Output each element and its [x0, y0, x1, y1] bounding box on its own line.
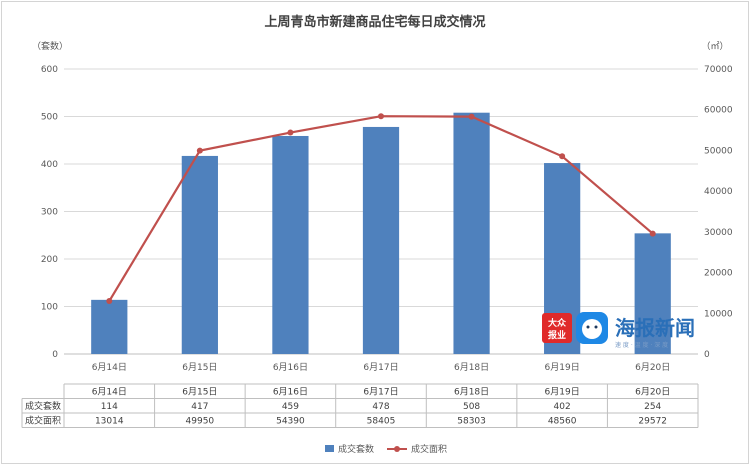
- table-header-cell: 6月18日: [454, 387, 489, 398]
- table-header-cell: 6月15日: [182, 387, 217, 398]
- y-left-tick-label: 300: [41, 208, 58, 218]
- y-left-tick-label: 200: [41, 255, 58, 265]
- table-cell-units: 478: [372, 402, 389, 412]
- x-tick-label: 6月19日: [545, 362, 580, 373]
- line-point: [468, 113, 475, 120]
- x-axis-labels: 6月14日 6月15日 6月16日 6月17日 6月18日 6月19日 6月20日: [92, 362, 671, 373]
- x-tick-label: 6月18日: [454, 362, 489, 373]
- y-left-tick-label: 0: [52, 350, 58, 360]
- bar: [91, 299, 128, 354]
- x-tick-label: 6月16日: [273, 362, 308, 373]
- seal-face-icon: [582, 319, 602, 339]
- table-header-cell: 6月14日: [92, 387, 127, 398]
- table-cell-area: 49950: [186, 417, 215, 427]
- legend-swatch-bar: [325, 445, 334, 452]
- line-point: [106, 298, 113, 305]
- table-row-label-units: 成交套数: [25, 400, 61, 412]
- line-point: [378, 113, 384, 120]
- line-point: [559, 153, 566, 160]
- table-header-cell: 6月20日: [635, 387, 670, 398]
- table-cell-units: 459: [282, 402, 299, 412]
- table-cell-units: 508: [463, 402, 480, 412]
- y-right-tick-label: 60000: [704, 106, 733, 116]
- seal-eye-right: [594, 325, 598, 329]
- legend-label-line: 成交面积: [411, 443, 447, 455]
- y-right-tick-label: 20000: [704, 269, 733, 279]
- legend-swatch-marker: [394, 446, 400, 452]
- bar: [634, 233, 671, 354]
- y-right-unit: （㎡）: [701, 41, 728, 52]
- y-left-tick-label: 400: [41, 160, 58, 170]
- bar: [181, 155, 218, 354]
- x-tick-label: 6月20日: [635, 362, 670, 373]
- dazhong-badge: [542, 313, 572, 343]
- table-header-cell: 6月17日: [363, 387, 398, 398]
- table-header-cell: 6月16日: [273, 387, 308, 398]
- line-point: [196, 147, 203, 154]
- table-cell-units: 254: [644, 402, 661, 412]
- table-cell-units: 114: [101, 402, 118, 412]
- line-series: [106, 113, 656, 305]
- table-cell-area: 13014: [95, 417, 124, 427]
- bar: [362, 126, 400, 354]
- y-right-axis: 0 10000 20000 30000 40000 50000 60000 70000: [704, 65, 733, 360]
- badge-line1: 大众: [548, 317, 567, 329]
- chart-title: 上周青岛市新建商品住宅每日成交情况: [264, 14, 485, 30]
- y-right-tick-label: 70000: [704, 65, 733, 75]
- table-cell-units: 417: [191, 402, 208, 412]
- data-table: 6月14日 114 13014 6月15日 417 49950 6月16日 459 54390 6…: [21, 383, 699, 428]
- x-tick-label: 6月14日: [92, 362, 127, 373]
- badge-line2: 报业: [548, 329, 566, 341]
- table-header-cell: 6月19日: [545, 387, 580, 398]
- line-point: [649, 230, 656, 237]
- table-cell-area: 54390: [276, 417, 305, 427]
- table-row-label-area: 成交面积: [25, 415, 61, 427]
- y-left-axis: 0 100 200 300 400 500 600: [41, 65, 58, 360]
- legend-label-bar: 成交套数: [338, 443, 374, 455]
- haibao-slogan: 速 度 · 温 度 · 深 度: [615, 341, 668, 349]
- x-tick-label: 6月17日: [363, 362, 398, 373]
- bar: [272, 135, 309, 354]
- watermark-logo: 大众 报业 海报新闻 速 度 · 温 度 · 深 度: [542, 312, 695, 349]
- y-right-tick-label: 50000: [704, 146, 733, 156]
- haibao-brand-text: 海报新闻: [615, 316, 695, 340]
- y-left-tick-label: 600: [41, 65, 58, 75]
- legend: 成交套数 成交面积: [325, 443, 447, 455]
- table-cell-area: 29572: [638, 417, 667, 427]
- line-point: [287, 129, 294, 136]
- x-tick-label: 6月15日: [182, 362, 217, 373]
- y-right-tick-label: 30000: [704, 228, 733, 238]
- y-left-unit: （套数）: [32, 40, 68, 52]
- y-right-tick-label: 40000: [704, 187, 733, 197]
- y-left-tick-label: 100: [41, 303, 58, 313]
- y-left-tick-label: 500: [41, 113, 58, 123]
- table-cell-area: 58405: [367, 417, 396, 427]
- table-cell-area: 48560: [548, 417, 577, 427]
- bar: [453, 112, 490, 354]
- seal-eye-left: [586, 325, 590, 329]
- y-right-tick-label: 0: [704, 350, 710, 360]
- table-cell-area: 58303: [457, 417, 486, 427]
- y-right-tick-label: 10000: [704, 309, 733, 319]
- table-cell-units: 402: [554, 402, 571, 412]
